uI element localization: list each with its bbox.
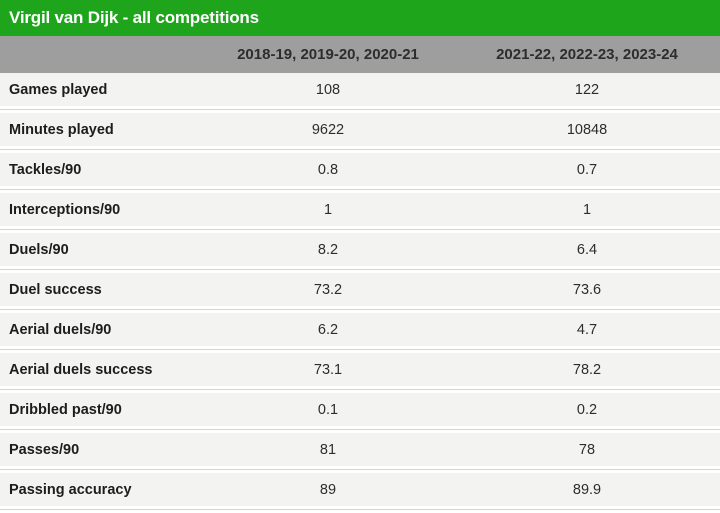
table-row: Dribbled past/90 0.1 0.2: [0, 393, 720, 426]
stat-value-period2: 10848: [566, 121, 608, 138]
stat-value-period1: 108: [315, 81, 341, 98]
table-row: Tackles/90 0.8 0.7: [0, 153, 720, 186]
table-row: Passes/90 81 78: [0, 433, 720, 466]
stat-value-period2: 73.6: [572, 281, 602, 298]
stat-value-period2: 122: [574, 81, 600, 98]
stat-value-period2: 78: [578, 441, 596, 458]
table-row: Duel success 73.2 73.6: [0, 273, 720, 306]
stat-label: Duel success: [9, 281, 102, 298]
stat-value-period1: 9622: [311, 121, 345, 138]
stat-label: Dribbled past/90: [9, 401, 122, 418]
stat-label: Duels/90: [9, 241, 69, 258]
row-separator: [0, 426, 720, 433]
stat-value-period1: 81: [319, 441, 337, 458]
stat-value-period1: 0.1: [317, 401, 339, 418]
row-separator: [0, 146, 720, 153]
title-bar: Virgil van Dijk - all competitions: [0, 0, 720, 36]
stat-label: Passing accuracy: [9, 481, 132, 498]
stat-label: Aerial duels success: [9, 361, 153, 378]
column-header-period1: 2018-19, 2019-20, 2020-21: [237, 46, 419, 63]
row-separator: [0, 466, 720, 473]
row-separator: [0, 306, 720, 313]
page-title: Virgil van Dijk - all competitions: [9, 8, 259, 27]
table-row: Duels/90 8.2 6.4: [0, 233, 720, 266]
stat-value-period2: 78.2: [572, 361, 602, 378]
table-row: Aerial duels success 73.1 78.2: [0, 353, 720, 386]
stat-value-period2: 0.7: [576, 161, 598, 178]
row-separator: [0, 346, 720, 353]
stat-value-period1: 8.2: [317, 241, 339, 258]
table-row: Interceptions/90 1 1: [0, 193, 720, 226]
stat-value-period2: 0.2: [576, 401, 598, 418]
column-header-row: 2018-19, 2019-20, 2020-21 2021-22, 2022-…: [0, 36, 720, 73]
stat-value-period2: 1: [582, 201, 592, 218]
table-row: Minutes played 9622 10848: [0, 113, 720, 146]
stat-value-period1: 0.8: [317, 161, 339, 178]
stat-value-period1: 89: [319, 481, 337, 498]
stat-value-period1: 73.2: [313, 281, 343, 298]
row-separator: [0, 186, 720, 193]
stat-value-period1: 6.2: [317, 321, 339, 338]
stat-label: Games played: [9, 81, 108, 98]
stat-label: Interceptions/90: [9, 201, 121, 218]
stat-value-period2: 6.4: [576, 241, 598, 258]
stat-value-period1: 73.1: [313, 361, 343, 378]
stat-label: Minutes played: [9, 121, 114, 138]
stat-value-period1: 1: [323, 201, 333, 218]
row-separator: [0, 266, 720, 273]
stat-value-period2: 89.9: [572, 481, 602, 498]
table-row: Passing accuracy 89 89.9: [0, 473, 720, 506]
row-separator: [0, 106, 720, 113]
stat-label: Tackles/90: [9, 161, 82, 178]
column-header-period2: 2021-22, 2022-23, 2023-24: [496, 46, 678, 63]
table-row: Games played 108 122: [0, 73, 720, 106]
stat-label: Aerial duels/90: [9, 321, 112, 338]
stat-value-period2: 4.7: [576, 321, 598, 338]
stat-label: Passes/90: [9, 441, 80, 458]
row-separator: [0, 226, 720, 233]
row-separator: [0, 386, 720, 393]
table-bottom-border: [0, 506, 720, 513]
table-row: Aerial duels/90 6.2 4.7: [0, 313, 720, 346]
